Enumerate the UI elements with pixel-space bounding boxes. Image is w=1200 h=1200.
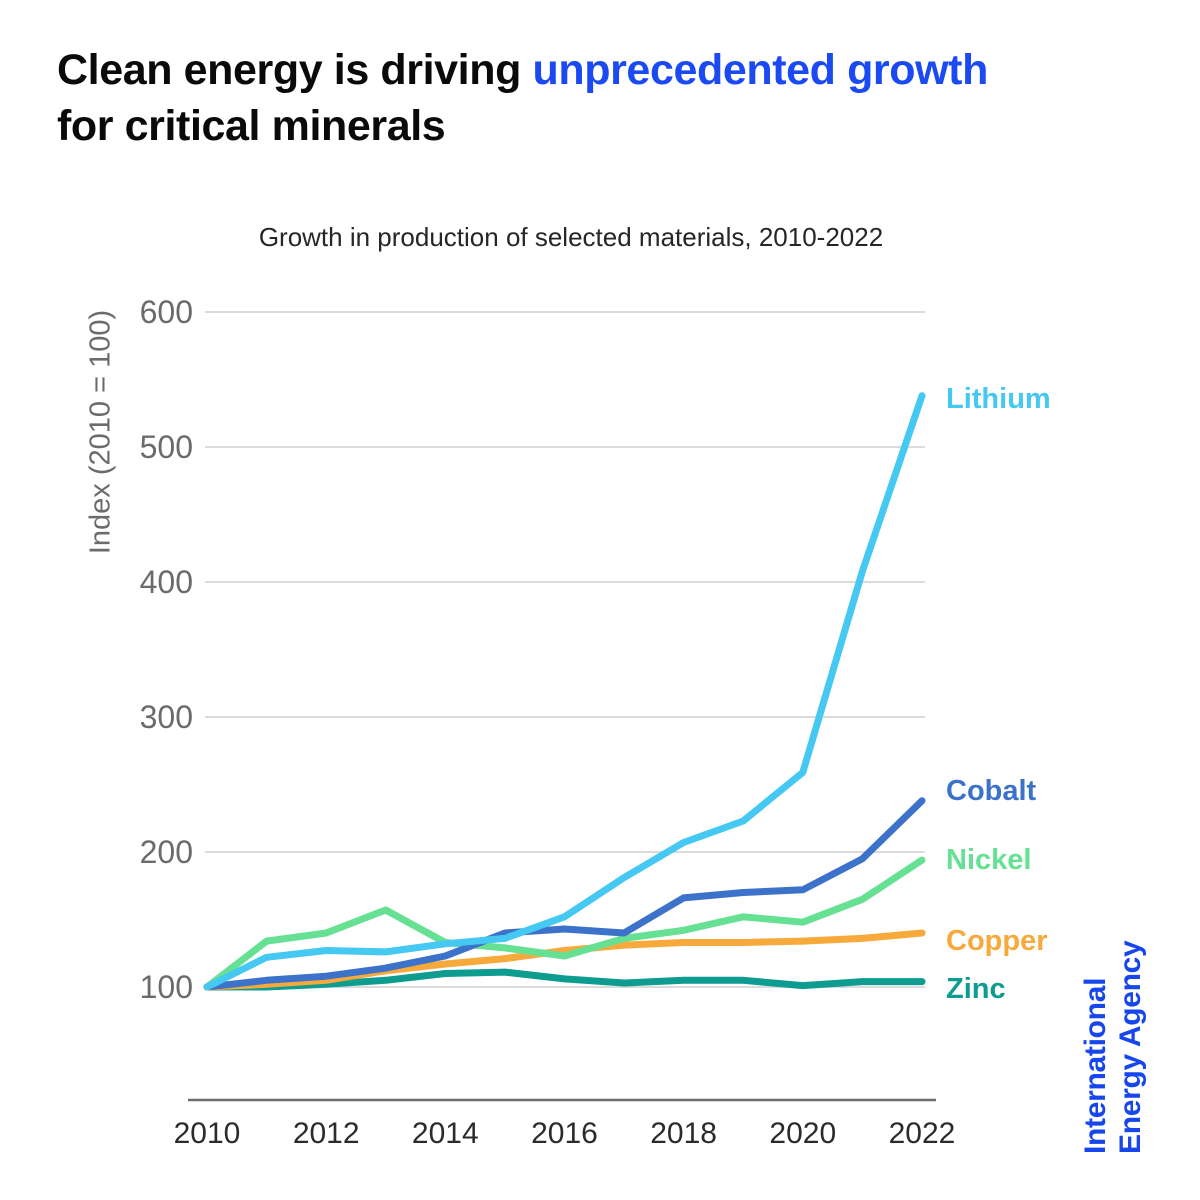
x-tick-label-2022: 2022 (889, 1117, 956, 1150)
x-tick-label-2020: 2020 (769, 1117, 836, 1150)
legend-label-copper: Copper (946, 925, 1048, 957)
iea-logo-line-2: Energy Agency (1114, 940, 1147, 1154)
iea-logo: International Energy Agency (1078, 900, 1150, 1154)
x-tick-label-2014: 2014 (412, 1117, 479, 1150)
x-tick-label-2016: 2016 (531, 1117, 598, 1150)
chart-subtitle: Growth in production of selected materia… (258, 222, 884, 252)
y-tick-label-500: 500 (140, 429, 193, 465)
title-segment-plain-1: Clean energy is driving (57, 46, 533, 94)
legend-label-cobalt: Cobalt (946, 775, 1037, 807)
x-tick-label-2012: 2012 (293, 1117, 360, 1150)
y-tick-label-200: 200 (140, 834, 193, 870)
y-tick-label-400: 400 (140, 564, 193, 600)
series-line-cobalt (203, 797, 926, 991)
title-segment-accent: unprecedented growth (532, 46, 989, 94)
legend-label-lithium: Lithium (946, 383, 1051, 415)
series-line-zinc (203, 968, 926, 991)
y-tick-label-100: 100 (140, 969, 193, 1005)
iea-logo-text: International Energy Agency (1078, 900, 1150, 1154)
y-tick-label-300: 300 (140, 699, 193, 735)
x-tick-label-2010: 2010 (174, 1117, 241, 1150)
legend-label-zinc: Zinc (946, 973, 1006, 1005)
series-line-copper (203, 929, 926, 991)
legend-label-nickel: Nickel (946, 844, 1032, 876)
iea-logo-line-1: International (1079, 977, 1112, 1154)
series-line-nickel (203, 856, 926, 991)
page-title: Clean energy is driving unprecedented gr… (57, 42, 1007, 154)
x-tick-label-2018: 2018 (650, 1117, 717, 1150)
y-tick-label-600: 600 (140, 294, 193, 330)
title-segment-plain-2: for critical minerals (57, 102, 446, 150)
series-line-lithium (203, 392, 926, 991)
